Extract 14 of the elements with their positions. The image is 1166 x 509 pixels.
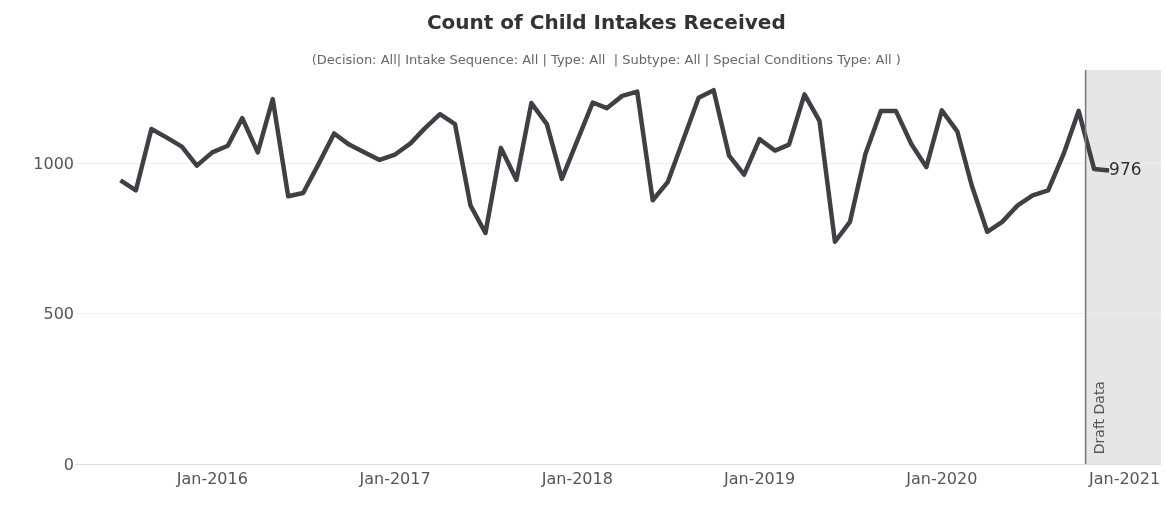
chart-title: Count of Child Intakes Received [426, 10, 786, 35]
chart-subtitle: (Decision: All| Intake Sequence: All | Type: All | Subtype: All | Special Conditions Type: All ) [311, 52, 901, 68]
y-tick-label: 500 [43, 304, 74, 324]
y-tick-label: 1000 [33, 153, 74, 173]
x-tick-label: Jan-2018 [540, 469, 613, 489]
line-series [118, 87, 1112, 244]
y-tick-label: 0 [63, 454, 74, 474]
data-label: 976 [1109, 158, 1142, 179]
x-tick-label: Jan-2017 [358, 469, 431, 489]
x-tick-label: Jan-2016 [175, 469, 248, 489]
band-label: Draft Data [1090, 381, 1107, 455]
x-tick-label: Jan-2019 [722, 469, 796, 489]
x-tick-label: Jan-2021 [1087, 469, 1161, 489]
x-tick-label: Jan-2020 [905, 469, 978, 489]
